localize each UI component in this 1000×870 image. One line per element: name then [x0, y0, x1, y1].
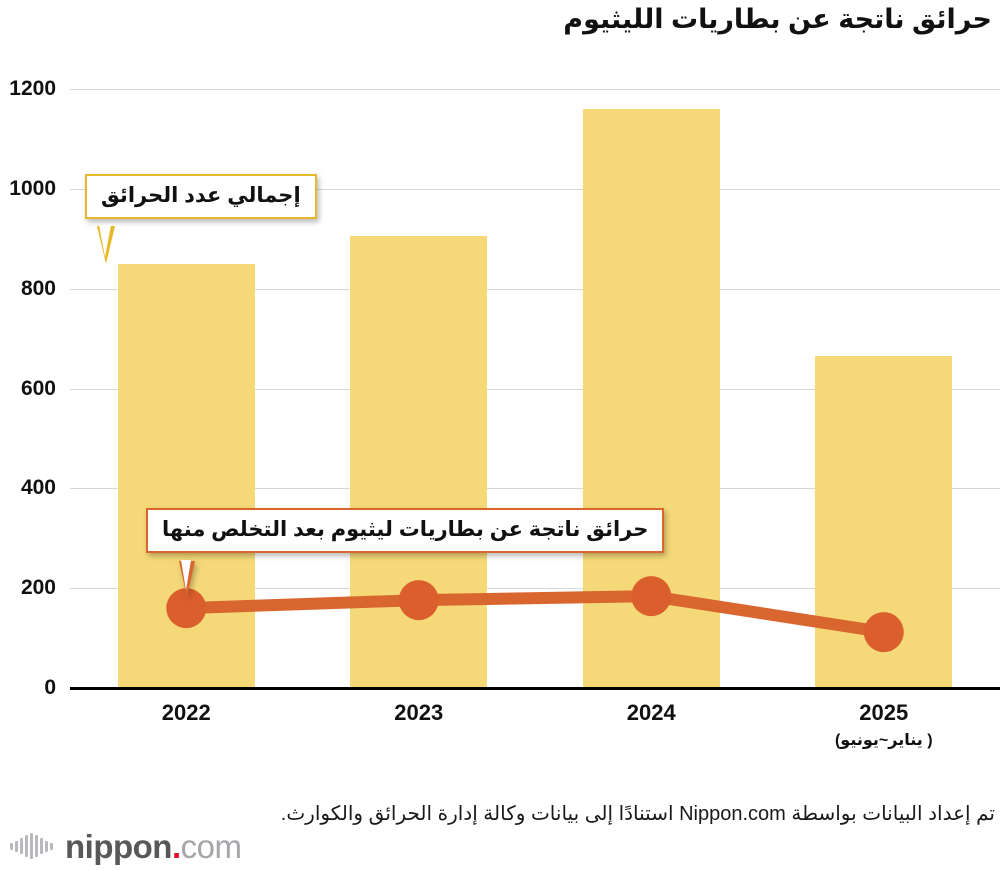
- y-axis-tick-label: 200: [20, 576, 56, 600]
- callout-disposal-fires: حرائق ناتجة عن بطاريات ليثيوم بعد التخلص…: [146, 508, 665, 597]
- x-axis-tick-label-2023: 2023: [394, 700, 444, 725]
- logo-dot: .: [171, 827, 181, 865]
- nippon-logo[interactable]: nippon.com: [10, 826, 242, 866]
- y-axis-tick-label: 0: [44, 676, 56, 699]
- callout-disposal-fires-tail-inner: [181, 560, 191, 590]
- y-axis-tick-label: 400: [20, 476, 56, 500]
- bar-2022: [117, 263, 255, 688]
- y-axis-tick-label: 800: [20, 276, 56, 300]
- soundwave-icon: [10, 833, 55, 859]
- x-axis-tick-label-2022: 2022: [161, 700, 211, 725]
- logo-tld: com: [180, 827, 242, 865]
- bar-2024: [582, 108, 720, 688]
- gridline: [70, 388, 1000, 390]
- page-title: حرائق ناتجة عن بطاريات الليثيوم: [563, 4, 992, 34]
- y-axis-tick-label: 1000: [9, 176, 56, 200]
- x-axis-baseline: [70, 687, 1000, 690]
- gridline: [70, 188, 1000, 190]
- callout-disposal-fires-label: حرائق ناتجة عن بطاريات ليثيوم بعد التخلص…: [162, 518, 649, 541]
- y-axis-tick-label: 600: [20, 376, 56, 400]
- x-axis-tick-label-2024: 2024: [626, 700, 676, 725]
- y-axis-tick-label: 1200: [9, 77, 56, 100]
- source-note: تم إعداد البيانات بواسطة Nippon.com استن…: [280, 803, 995, 825]
- x-axis-tick-label-2025: 2025: [859, 700, 909, 725]
- gridline: [70, 89, 1000, 90]
- gridline: [70, 588, 1000, 590]
- bar-2025: [815, 356, 953, 688]
- gridline: [70, 488, 1000, 490]
- bar-2023: [350, 235, 488, 688]
- x-axis-tick-sublabel-2025: ( يناير~يونيو): [834, 732, 933, 749]
- gridline: [70, 288, 1000, 290]
- callout-total-fires-label: إجمالي عدد الحرائق: [101, 184, 301, 207]
- logo-wordmark: nippon.com: [65, 827, 242, 865]
- logo-name: nippon: [65, 827, 172, 865]
- callout-total-fires-tail-inner: [99, 225, 111, 257]
- callout-total-fires: إجمالي عدد الحرائق: [85, 174, 317, 219]
